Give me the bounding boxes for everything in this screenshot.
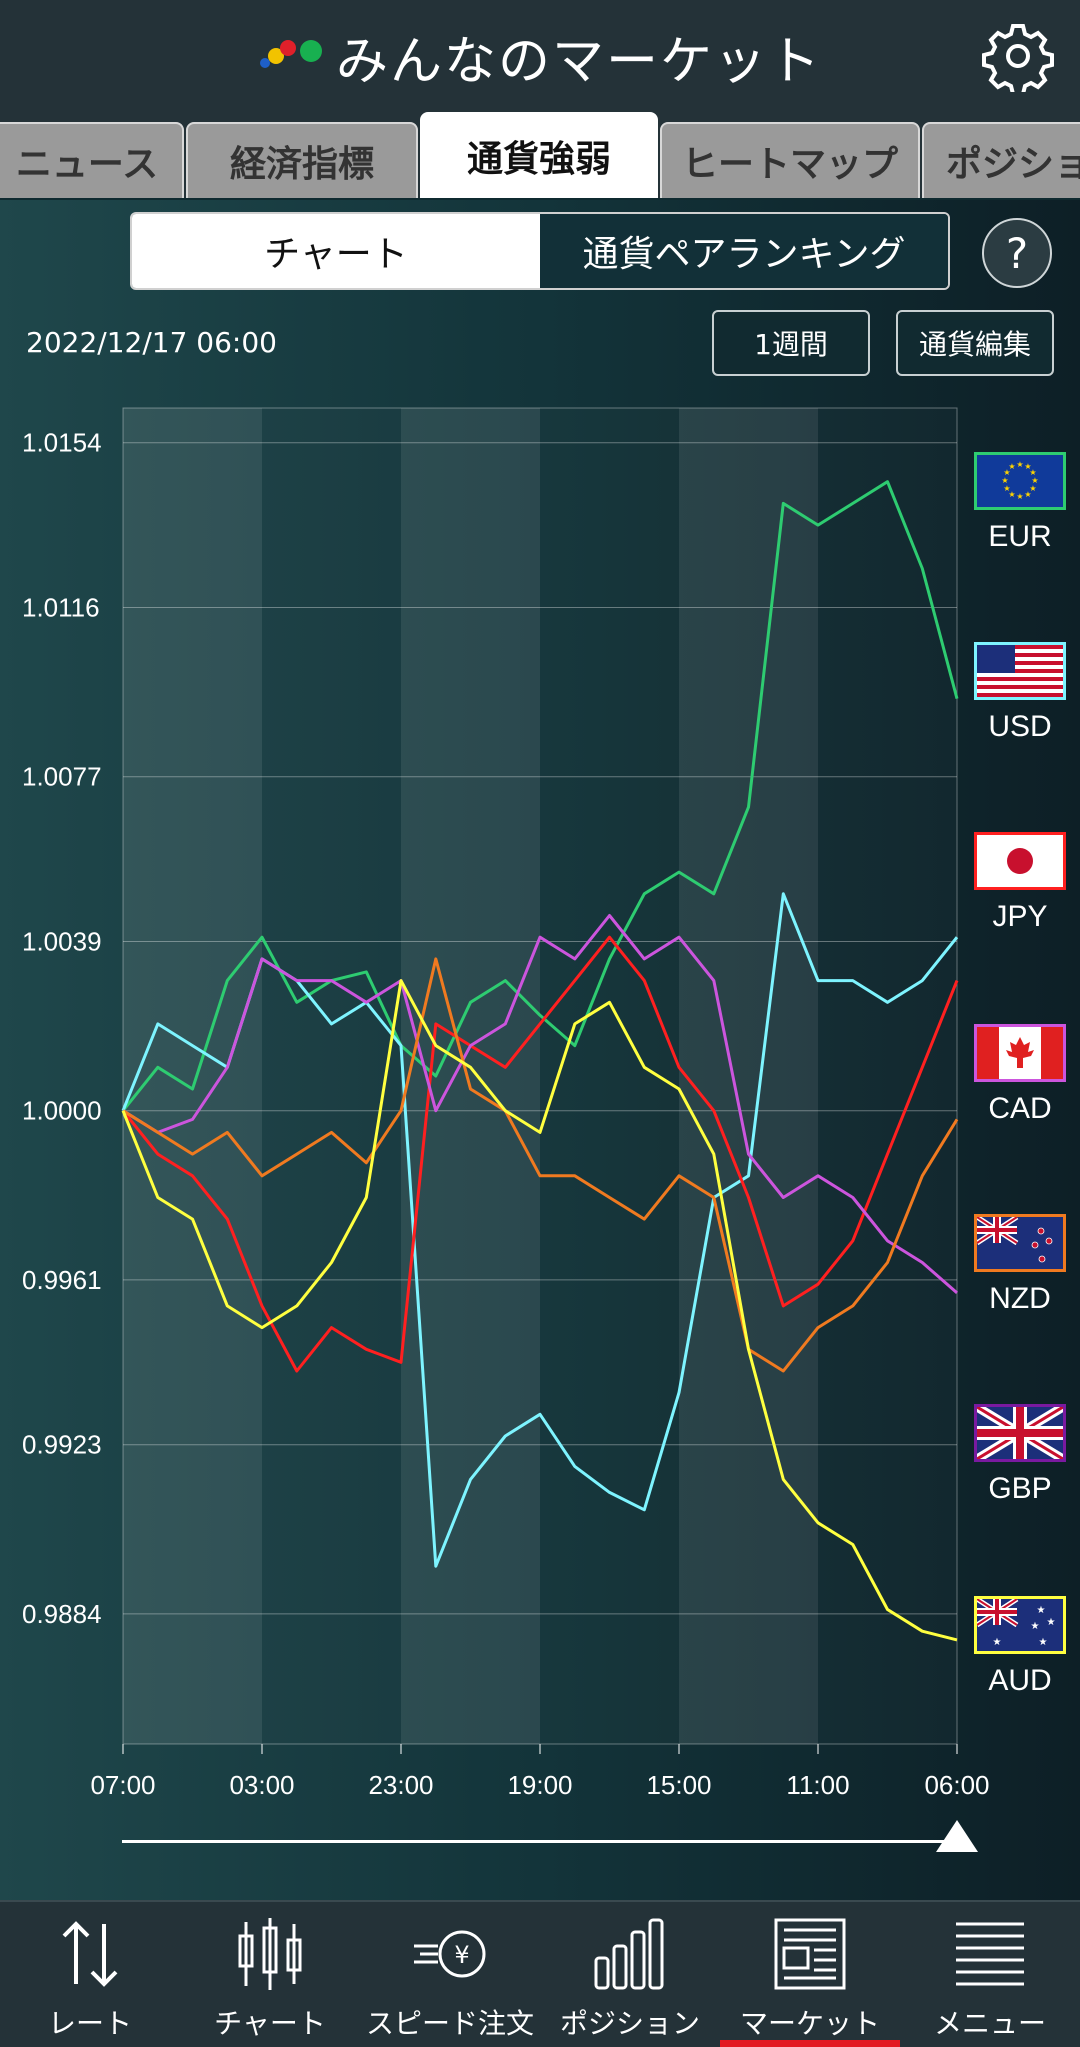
legend-aud[interactable]: ★ ★ ★ ★ ★ AUD <box>972 1596 1068 1698</box>
nav-speed-order[interactable]: ¥ スピード注文 <box>360 1902 540 2047</box>
svg-text:★: ★ <box>1024 490 1031 499</box>
y-tick-label: 0.9884 <box>22 1599 102 1629</box>
svg-text:★: ★ <box>1024 462 1031 471</box>
series-line-aud <box>121 979 958 1642</box>
y-tick-label: 0.9961 <box>22 1265 102 1295</box>
app-header: みんなのマーケット <box>0 0 1080 112</box>
nz-flag-icon <box>974 1214 1066 1272</box>
svg-text:★: ★ <box>1016 460 1023 469</box>
nav-position[interactable]: ポジション <box>540 1902 720 2047</box>
newspaper-icon <box>774 1918 846 1990</box>
legend-label: EUR <box>988 520 1052 553</box>
bar-chart-icon <box>594 1918 664 1990</box>
nav-active-indicator <box>720 2040 900 2047</box>
legend-label: USD <box>988 710 1052 743</box>
jp-flag-icon <box>974 832 1066 890</box>
legend-eur[interactable]: ★ ★ ★ ★ ★ ★ ★ ★ ★ ★ ★ ★ EUR <box>972 452 1068 554</box>
au-flag-icon: ★ ★ ★ ★ ★ <box>974 1596 1066 1654</box>
series-line-eur <box>121 480 959 1112</box>
segment-pair-ranking[interactable]: 通貨ペアランキング <box>540 214 948 288</box>
svg-text:★: ★ <box>993 1637 1002 1648</box>
x-tick-label: 15:00 <box>646 1770 711 1800</box>
bottom-navigation: レート チャート ¥ スピード注文 <box>0 1900 1080 2047</box>
svg-text:★: ★ <box>1003 468 1010 477</box>
x-tick-label: 23:00 <box>368 1770 433 1800</box>
speed-order-icon: ¥ <box>414 1930 486 1978</box>
x-tick-label: 07:00 <box>90 1770 155 1800</box>
svg-text:★: ★ <box>1008 462 1015 471</box>
plot-band <box>262 408 401 1744</box>
help-button[interactable]: ? <box>982 218 1052 288</box>
time-slider-track[interactable] <box>122 1840 962 1843</box>
svg-text:★: ★ <box>1029 468 1036 477</box>
plot-band <box>679 408 818 1744</box>
us-flag-icon <box>974 642 1066 700</box>
nav-chart[interactable]: チャート <box>180 1902 360 2047</box>
time-slider-thumb[interactable] <box>936 1820 978 1852</box>
y-tick-label: 1.0039 <box>22 927 102 957</box>
y-tick-label: 1.0116 <box>22 593 100 623</box>
y-tick-label: 1.0000 <box>22 1096 102 1126</box>
svg-text:★: ★ <box>1003 484 1010 493</box>
plot-band <box>123 408 262 1744</box>
last-updated-date: 2022/12/17 06:00 <box>26 326 277 359</box>
svg-text:¥: ¥ <box>454 1941 469 1969</box>
tab-heatmap[interactable]: ヒートマップ <box>660 122 920 198</box>
legend-nzd[interactable]: NZD <box>972 1214 1068 1316</box>
tab-news[interactable]: ニュース <box>0 122 184 198</box>
candlestick-icon <box>238 1918 302 1990</box>
tab-economic-indicators[interactable]: 経済指標 <box>186 122 418 198</box>
legend-label: GBP <box>988 1472 1052 1505</box>
currency-strength-chart: 1.0154 1.0116 1.0077 1.0039 1.0000 0.9961 0.99… <box>22 407 990 1800</box>
eu-flag-icon: ★ ★ ★ ★ ★ ★ ★ ★ ★ ★ ★ ★ <box>974 452 1066 510</box>
nav-menu[interactable]: メニュー <box>900 1902 1080 2047</box>
x-tick-label: 11:00 <box>786 1770 849 1800</box>
ca-flag-icon <box>974 1024 1066 1082</box>
legend-jpy[interactable]: JPY <box>972 832 1068 934</box>
series-line-cad <box>122 914 958 1295</box>
legend-cad[interactable]: CAD <box>972 1024 1068 1126</box>
x-tick-label: 19:00 <box>507 1770 572 1800</box>
app-title: みんなのマーケット <box>335 31 822 92</box>
svg-text:★: ★ <box>1016 492 1023 501</box>
gear-icon[interactable] <box>982 20 1054 92</box>
series-line-jpy <box>121 935 959 1373</box>
period-button[interactable]: 1週間 <box>712 310 870 376</box>
segment-chart[interactable]: チャート <box>132 214 540 288</box>
svg-text:★: ★ <box>1047 1617 1056 1628</box>
x-tick-label: 03:00 <box>229 1770 294 1800</box>
y-tick-label: 1.0077 <box>22 762 102 792</box>
nav-rate[interactable]: レート <box>0 1902 180 2047</box>
legend-label: CAD <box>988 1092 1052 1125</box>
tab-position[interactable]: ポジション <box>922 122 1080 198</box>
help-icon: ? <box>1005 228 1029 278</box>
plot-band <box>818 408 957 1744</box>
menu-list-icon <box>956 1922 1024 1986</box>
legend-gbp[interactable]: GBP <box>972 1404 1068 1506</box>
gb-flag-icon <box>974 1404 1066 1462</box>
legend-label: JPY <box>992 900 1048 933</box>
nav-market[interactable]: マーケット <box>720 1902 900 2047</box>
series-line-nzd <box>122 957 959 1373</box>
legend-usd[interactable]: USD <box>972 642 1068 744</box>
view-segment-control: チャート 通貨ペアランキング <box>130 212 950 290</box>
app-logo <box>258 36 322 76</box>
y-tick-label: 0.9923 <box>22 1430 102 1460</box>
y-tick-label: 1.0154 <box>22 428 102 458</box>
svg-text:★: ★ <box>1037 1605 1046 1616</box>
svg-text:★: ★ <box>1031 476 1038 485</box>
plot-band <box>401 408 540 1744</box>
svg-text:★: ★ <box>1001 476 1008 485</box>
rate-arrows-icon <box>62 1921 118 1987</box>
svg-text:★: ★ <box>1039 1637 1048 1648</box>
legend-label: AUD <box>988 1664 1052 1697</box>
tab-bar: ニュース 経済指標 通貨強弱 ヒートマップ ポジション <box>0 112 1080 312</box>
svg-text:★: ★ <box>1008 490 1015 499</box>
svg-text:★: ★ <box>1031 1621 1040 1632</box>
svg-text:★: ★ <box>1029 484 1036 493</box>
x-tick-label: 06:00 <box>924 1770 989 1800</box>
tab-currency-strength[interactable]: 通貨強弱 <box>420 112 658 198</box>
currency-edit-button[interactable]: 通貨編集 <box>896 310 1054 376</box>
legend-label: NZD <box>989 1282 1051 1315</box>
